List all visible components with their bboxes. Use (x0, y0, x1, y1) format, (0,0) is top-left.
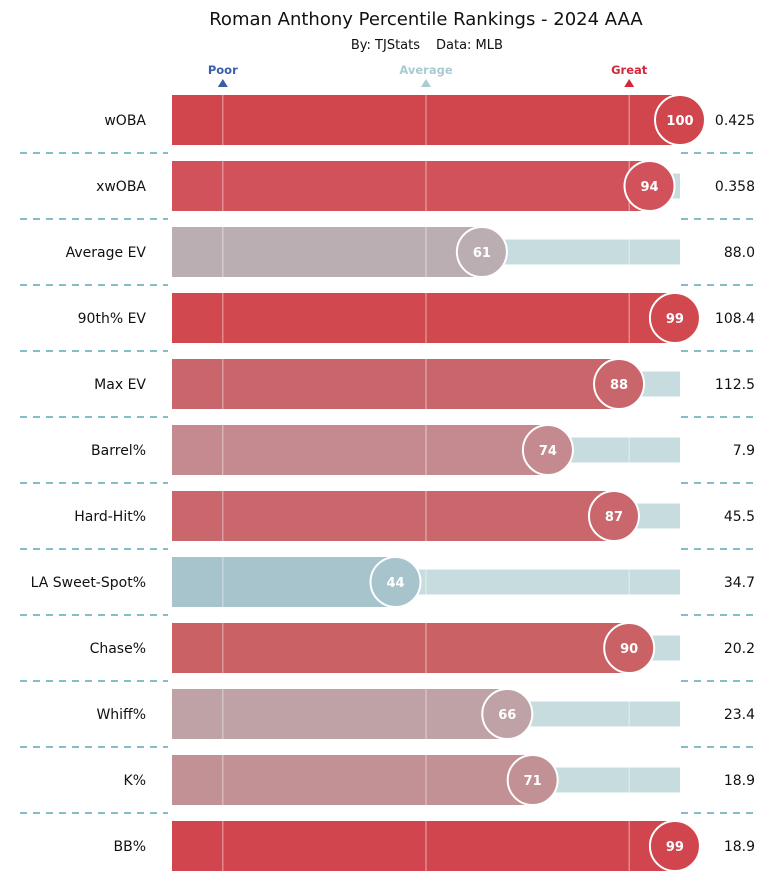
bar-6 (172, 491, 614, 541)
category-label: wOBA (104, 113, 146, 129)
category-label: K% (124, 773, 146, 789)
bar-2 (172, 227, 482, 277)
stat-value: 18.9 (724, 773, 755, 789)
stat-value: 88.0 (724, 245, 755, 261)
category-label: xwOBA (96, 179, 146, 195)
percentile-value: 90 (620, 642, 638, 657)
percentile-bubble (648, 820, 701, 872)
stat-value: 108.4 (715, 311, 755, 327)
bar-8 (172, 623, 630, 673)
category-label: Chase% (90, 641, 146, 657)
bar-1 (172, 161, 650, 211)
category-label: Hard-Hit% (74, 509, 146, 525)
percentile-bubble (603, 622, 656, 674)
ref-arrow-average (421, 79, 431, 87)
category-label: Barrel% (91, 443, 146, 459)
percentile-bubble (654, 94, 706, 146)
bar-5 (172, 425, 548, 475)
bar-3 (172, 293, 675, 343)
stat-value: 20.2 (724, 641, 755, 657)
reference-markers: Poor Average Great (208, 63, 648, 87)
stat-value: 23.4 (724, 707, 755, 723)
percentile-bubble (506, 754, 559, 806)
stat-value: 34.7 (724, 575, 755, 591)
category-label: BB% (113, 839, 146, 855)
stat-value: 18.9 (724, 839, 755, 855)
bar-11 (172, 821, 675, 871)
percentile-value: 99 (666, 312, 684, 327)
ref-arrow-great (624, 79, 635, 87)
chart-rows: wOBA 0.425 xwOBA 0.358 Average EV 88.0 90th% E… (31, 95, 755, 871)
percentile-bubble (648, 292, 701, 344)
category-label: Whiff% (96, 707, 146, 723)
stat-value: 45.5 (724, 509, 755, 525)
bar-10 (172, 755, 533, 805)
percentile-value: 94 (640, 180, 658, 195)
percentile-value: 87 (605, 510, 623, 525)
percentile-value: 100 (666, 114, 693, 129)
category-label: Max EV (94, 377, 146, 393)
stat-value: 112.5 (715, 377, 755, 393)
stat-value: 0.425 (715, 113, 755, 129)
stat-value: 7.9 (733, 443, 755, 459)
bar-0 (172, 95, 680, 145)
bar-9 (172, 689, 508, 739)
bar-7 (172, 557, 396, 607)
bar-4 (172, 359, 620, 409)
percentile-value: 88 (610, 378, 628, 393)
chart-subtitle-author: By: TJStats (351, 38, 420, 53)
ref-label-poor: Poor (208, 63, 238, 77)
chart-title: Roman Anthony Percentile Rankings - 2024… (209, 9, 643, 30)
category-label: 90th% EV (78, 311, 147, 327)
stat-value: 0.358 (715, 179, 755, 195)
percentile-bubble (521, 424, 574, 476)
ref-label-average: Average (399, 63, 452, 77)
percentile-bubble (481, 688, 534, 740)
percentile-value: 61 (473, 246, 491, 261)
percentile-value: 71 (524, 774, 542, 789)
reference-gridlines (222, 95, 630, 871)
percentile-value: 44 (386, 576, 404, 591)
percentile-bubble (623, 160, 676, 212)
percentile-bubble (587, 490, 640, 542)
category-label: Average EV (66, 245, 147, 261)
ref-label-great: Great (611, 63, 648, 77)
row-separators (20, 152, 757, 814)
percentile-value: 99 (666, 840, 684, 855)
category-label: LA Sweet-Spot% (31, 575, 146, 591)
percentile-value: 66 (498, 708, 516, 723)
chart-subtitle-source: Data: MLB (436, 38, 503, 53)
percentile-bubble (593, 358, 646, 410)
percentile-bubbles: 100 94 61 99 88 74 87 44 90 66 71 99 (369, 94, 706, 872)
percentile-bubble (455, 226, 508, 278)
percentile-value: 74 (539, 444, 557, 459)
ref-arrow-poor (217, 79, 228, 87)
percentile-bubble (369, 556, 422, 608)
